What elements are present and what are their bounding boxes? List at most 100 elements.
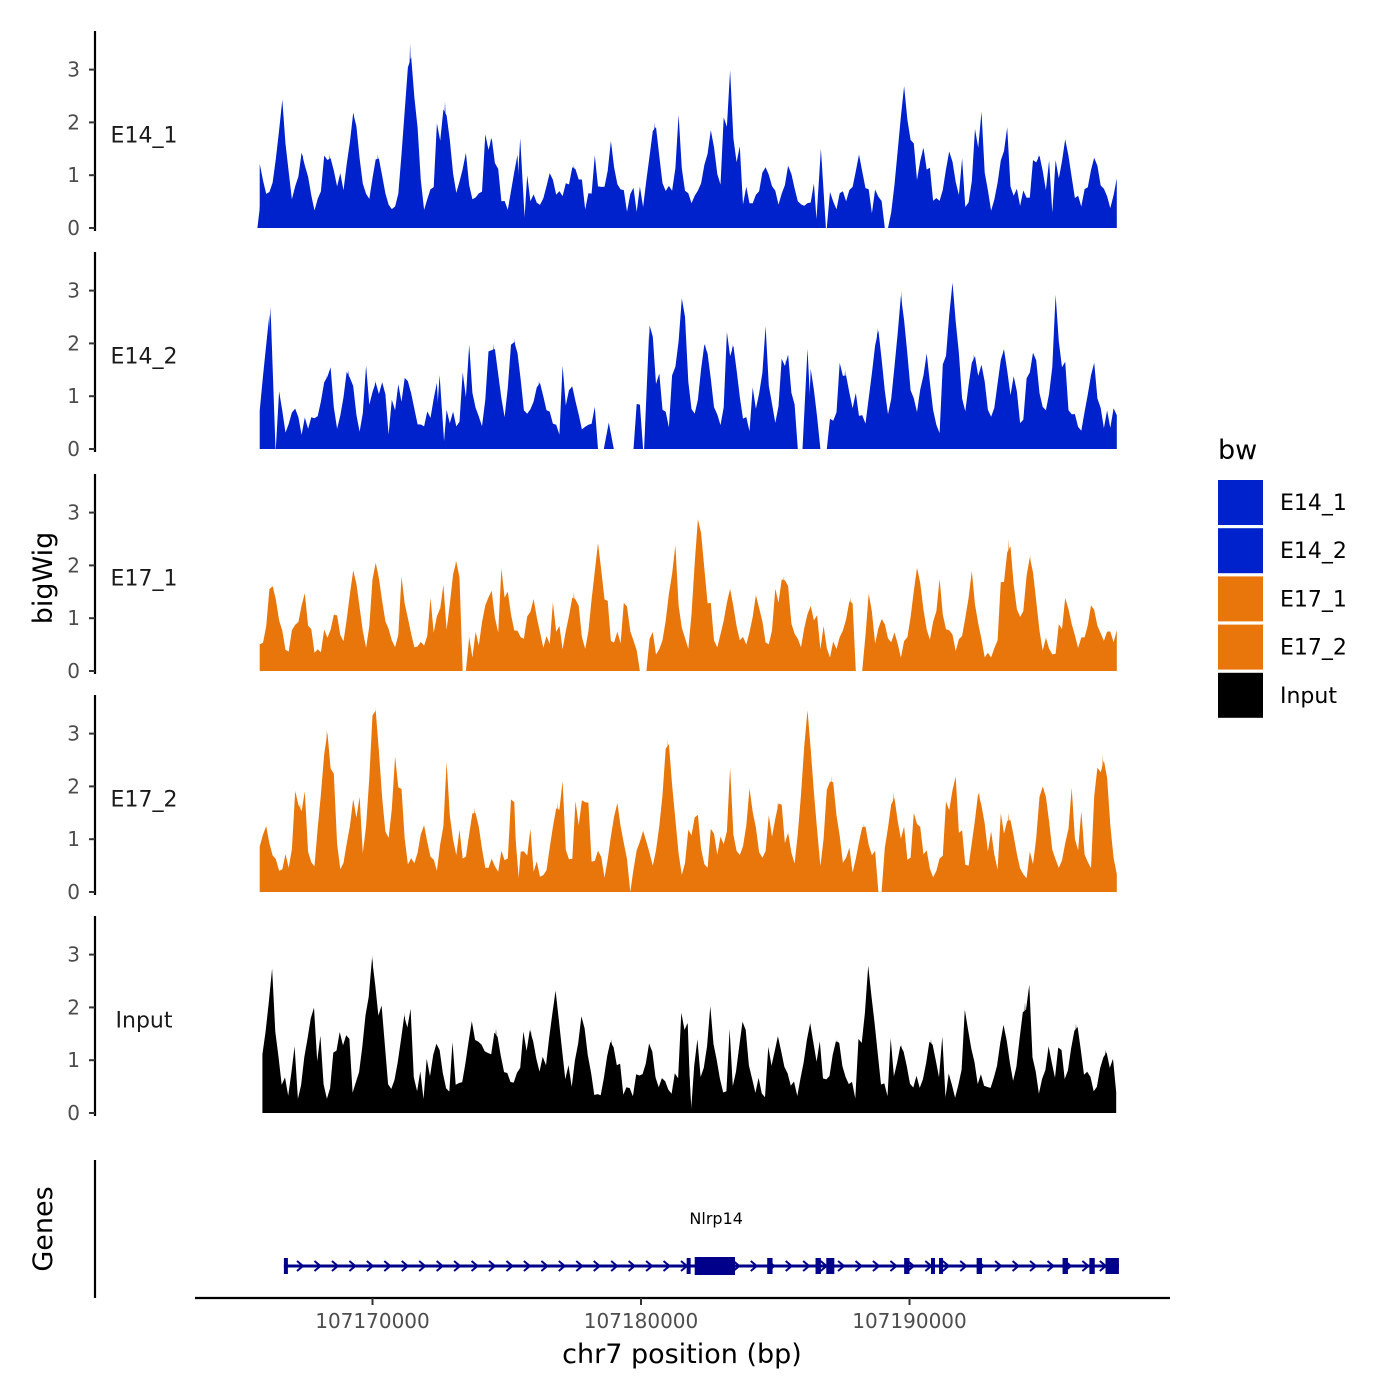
signal-peak	[399, 607, 410, 671]
signal-peak	[550, 991, 561, 1113]
signal-peak	[606, 1039, 617, 1113]
signal-peak	[603, 422, 614, 449]
signal-peak	[431, 1044, 442, 1113]
signal-peak	[673, 159, 684, 228]
signal-peak	[402, 380, 413, 449]
strand-arrow	[854, 1260, 864, 1272]
signal-peak	[944, 154, 955, 228]
signal-peak	[805, 1023, 816, 1113]
track-panel-e14-2: 0 1 2 3 E14_2	[67, 252, 1117, 461]
signal-peak	[458, 169, 469, 228]
signal-peak	[899, 90, 910, 228]
signal-peak	[367, 954, 378, 1113]
legend-label: Input	[1280, 684, 1337, 709]
signal-peak	[1097, 754, 1108, 892]
x-axis: chr7 position (bp) 107170000 107180000 107…	[195, 1296, 1170, 1370]
strand-arrow	[645, 1260, 654, 1272]
signal-peak	[329, 612, 340, 671]
signal-peak	[772, 802, 783, 892]
signal-peak	[947, 285, 958, 449]
signal-peak	[348, 802, 359, 892]
gene-exon	[815, 1258, 821, 1274]
strand-arrow	[802, 1260, 811, 1272]
strand-arrow	[785, 1260, 794, 1272]
signal-peak	[974, 791, 985, 892]
legend-swatch	[1218, 576, 1263, 622]
strand-arrow	[610, 1260, 619, 1272]
strand-arrow	[540, 1260, 549, 1272]
y-axis-title: bigWig	[28, 532, 59, 625]
signal-peak	[1025, 554, 1036, 671]
signal-peak	[593, 544, 603, 671]
strand-arrow	[872, 1260, 881, 1272]
signal-peak	[864, 975, 875, 1113]
strand-arrow	[575, 1260, 584, 1272]
gene-exon	[826, 1258, 835, 1274]
signal-peak	[968, 354, 979, 449]
signal-peak	[1087, 607, 1098, 671]
signal-peak	[528, 602, 539, 671]
signal-peak	[1020, 1002, 1030, 1113]
signal-peak	[515, 138, 526, 228]
legend-swatch	[1218, 528, 1263, 574]
signal-peak	[934, 597, 944, 671]
signal-peak	[781, 359, 791, 449]
signal-peak	[625, 634, 636, 671]
signal-peak	[644, 332, 655, 449]
y-tick-label: 2	[67, 553, 80, 577]
strand-arrow	[435, 1260, 445, 1272]
strand-arrow	[401, 1260, 410, 1272]
signal-peak	[321, 728, 332, 892]
signal-peak	[998, 348, 1009, 449]
strand-arrow	[453, 1260, 462, 1272]
track-label: Input	[116, 1009, 173, 1034]
signal-peak	[974, 148, 985, 228]
legend-swatch	[1218, 480, 1263, 525]
signal-peak	[265, 306, 276, 449]
signal-peak	[700, 343, 711, 449]
signal-peak	[772, 1039, 783, 1113]
signal-peak	[689, 823, 700, 892]
y-tick-label: 2	[67, 995, 80, 1019]
track-panel-input: 0 1 2 3 Input	[67, 916, 1117, 1125]
signal-peak	[1003, 812, 1014, 892]
strand-arrow	[313, 1260, 323, 1272]
signal-area-e14-1	[259, 57, 1117, 228]
strand-arrow	[418, 1260, 427, 1272]
legend-label: E14_1	[1280, 491, 1347, 516]
strand-arrow	[558, 1260, 567, 1272]
signal-peak	[783, 169, 794, 228]
gene-models: Nlrp14	[283, 1209, 1119, 1275]
signal-peak	[662, 738, 673, 892]
signal-peak	[544, 175, 555, 228]
signal-peak	[297, 154, 308, 228]
signal-peak	[1028, 354, 1038, 449]
legend-label: E14_2	[1280, 539, 1347, 564]
signal-peak	[265, 991, 276, 1113]
signal-peak	[576, 807, 587, 892]
signal-peak	[815, 148, 826, 228]
strand-arrow	[296, 1260, 305, 1272]
signal-peak	[399, 1012, 410, 1113]
gene-track: Genes Nlrp14	[28, 1160, 1119, 1298]
y-tick-label: 3	[67, 501, 80, 525]
strand-arrow	[994, 1260, 1003, 1272]
signal-peak	[483, 597, 493, 671]
signal-peak	[434, 607, 445, 671]
signal-peak	[676, 317, 687, 449]
signal-area-e17-2	[259, 710, 1117, 892]
gene-label: Nlrp14	[689, 1209, 743, 1228]
signal-peak	[418, 828, 429, 892]
signal-peak	[888, 791, 899, 892]
legend-swatch	[1218, 624, 1263, 670]
strand-arrow	[1011, 1260, 1021, 1272]
x-axis-title: chr7 position (bp)	[562, 1339, 802, 1370]
signal-peak	[372, 154, 383, 228]
strand-arrow	[1081, 1260, 1090, 1272]
strand-arrow	[1046, 1260, 1056, 1272]
signal-peak	[1065, 818, 1076, 892]
signal-peak	[568, 164, 579, 228]
signal-peak	[566, 385, 577, 449]
signal-peak	[805, 607, 816, 671]
legend-swatch	[1218, 672, 1263, 718]
